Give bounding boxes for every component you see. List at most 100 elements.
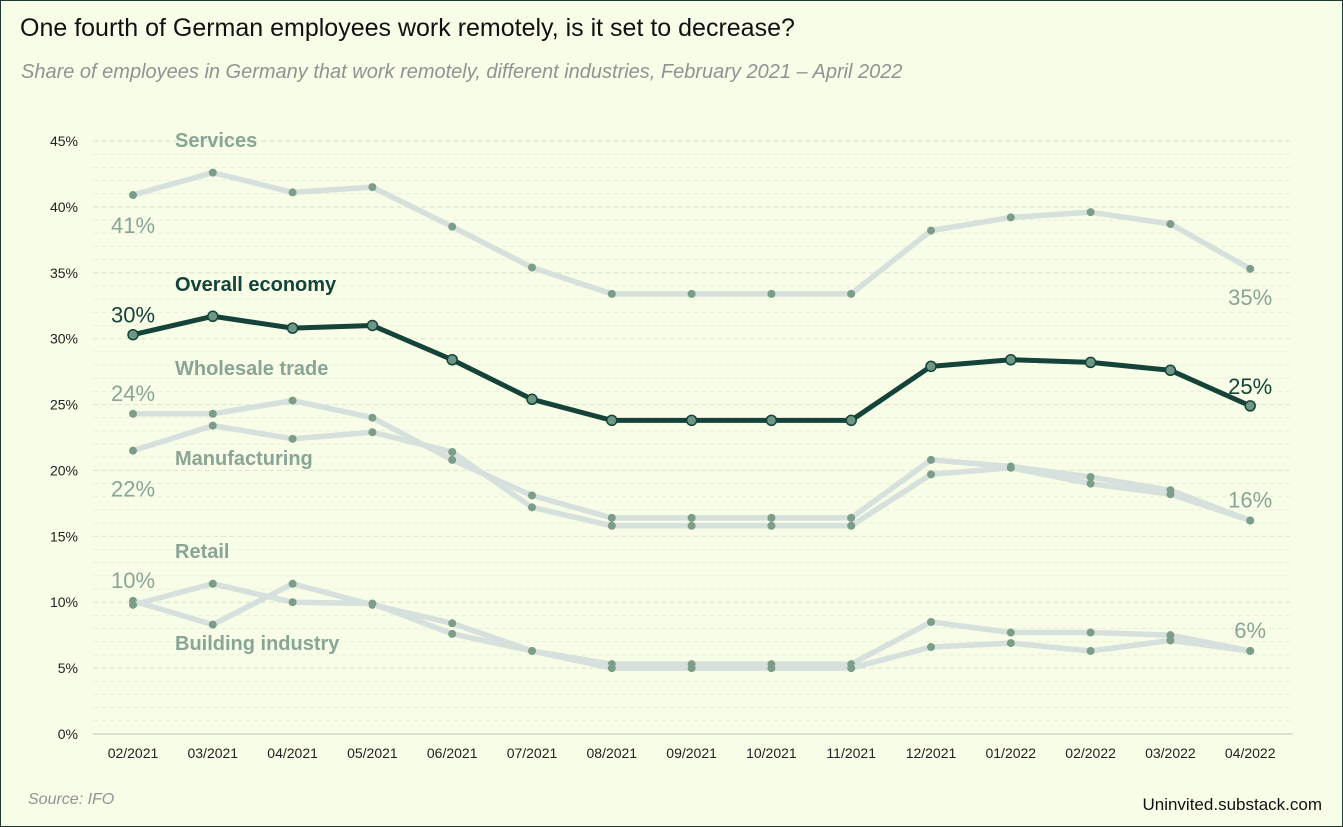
y-tick-label: 10% (50, 594, 78, 610)
y-tick-label: 5% (58, 660, 78, 676)
point-overall-economy (1164, 364, 1177, 377)
start-value-label: 24% (111, 381, 155, 406)
x-tick-label: 05/2021 (347, 745, 398, 761)
point-building-industry (927, 643, 935, 652)
point-overall-economy (366, 319, 379, 332)
point-building-industry (288, 598, 297, 607)
point-building-industry (129, 600, 137, 609)
y-tick-label: 25% (50, 397, 78, 413)
point-manufacturing (927, 470, 935, 479)
start-value-label: 10% (111, 568, 155, 593)
series-label-building-industry: Building industry (175, 633, 340, 655)
point-overall-economy (685, 414, 698, 427)
point-services (288, 188, 297, 197)
point-overall-economy (127, 328, 139, 341)
point-wholesale-trade (847, 513, 856, 522)
point-overall-economy (1244, 400, 1256, 412)
y-tick-label: 15% (50, 528, 78, 544)
end-value-label: 25% (1228, 374, 1272, 399)
point-building-industry (528, 646, 536, 655)
point-manufacturing (368, 428, 377, 437)
series-label-services: Services (175, 130, 257, 152)
point-services (528, 263, 536, 272)
x-tick-label: 07/2021 (507, 745, 558, 761)
point-retail (1006, 628, 1015, 637)
point-manufacturing (288, 434, 297, 443)
point-building-industry (767, 664, 776, 673)
point-services (687, 289, 696, 298)
point-manufacturing (448, 447, 457, 456)
point-manufacturing (607, 521, 616, 530)
point-retail (448, 619, 457, 628)
point-services (847, 289, 856, 298)
start-value-label: 22% (111, 477, 155, 502)
point-manufacturing (208, 421, 217, 430)
point-services (927, 226, 935, 235)
x-tick-label: 11/2021 (826, 745, 876, 761)
x-tick-label: 12/2021 (906, 745, 957, 761)
point-wholesale-trade (767, 513, 776, 522)
x-tick-label: 02/2021 (108, 745, 159, 761)
point-wholesale-trade (1086, 473, 1095, 482)
end-value-label: 35% (1228, 285, 1272, 310)
end-value-label: 6% (1234, 618, 1266, 643)
point-building-industry (368, 599, 377, 608)
point-manufacturing (767, 521, 776, 530)
point-retail (288, 579, 297, 588)
start-value-label: 30% (111, 303, 155, 328)
point-building-industry (1006, 639, 1015, 648)
point-services (767, 289, 776, 298)
point-building-industry (208, 579, 217, 588)
x-tick-label: 03/2022 (1145, 745, 1196, 761)
x-tick-label: 09/2021 (666, 745, 717, 761)
point-overall-economy (845, 414, 857, 427)
point-manufacturing (1086, 479, 1095, 488)
series-label-manufacturing: Manufacturing (175, 448, 313, 470)
point-manufacturing (847, 521, 856, 530)
point-manufacturing (528, 503, 536, 512)
point-services (1166, 220, 1175, 229)
point-wholesale-trade (607, 513, 616, 522)
chart-title: One fourth of German employees work remo… (20, 14, 795, 42)
credit-link[interactable]: Uninvited.substack.com (1142, 795, 1322, 814)
point-building-industry (607, 664, 616, 673)
point-retail (927, 617, 935, 626)
chart-subtitle: Share of employees in Germany that work … (21, 61, 903, 83)
point-wholesale-trade (129, 409, 137, 418)
point-services (607, 289, 616, 298)
point-overall-economy (925, 360, 937, 373)
point-overall-economy (606, 414, 618, 427)
point-services (1086, 208, 1095, 217)
series-label-retail: Retail (175, 541, 229, 563)
point-overall-economy (765, 414, 778, 427)
source-note: Source: IFO (28, 791, 115, 808)
point-services (129, 191, 137, 200)
point-wholesale-trade (368, 413, 377, 422)
y-tick-label: 35% (50, 265, 78, 281)
x-tick-label: 08/2021 (586, 745, 637, 761)
point-manufacturing (687, 521, 696, 530)
point-retail (208, 620, 217, 629)
point-overall-economy (1084, 356, 1097, 369)
y-tick-label: 40% (50, 199, 78, 215)
point-overall-economy (1005, 354, 1017, 366)
x-tick-label: 01/2022 (985, 745, 1036, 761)
x-tick-label: 04/2021 (267, 745, 318, 761)
point-retail (1086, 628, 1095, 637)
point-building-industry (847, 664, 856, 673)
series-label-wholesale-trade: Wholesale trade (175, 358, 328, 380)
series-line-building-industry (130, 581, 1253, 671)
point-building-industry (687, 664, 696, 673)
point-wholesale-trade (288, 396, 297, 405)
point-services (1246, 264, 1255, 273)
x-tick-label: 06/2021 (427, 745, 478, 761)
point-manufacturing (129, 446, 137, 455)
point-services (448, 222, 457, 231)
point-building-industry (1246, 646, 1255, 655)
point-services (368, 183, 377, 192)
point-building-industry (1086, 646, 1095, 655)
point-overall-economy (286, 322, 299, 334)
point-services (208, 168, 217, 177)
point-manufacturing (1246, 516, 1255, 525)
